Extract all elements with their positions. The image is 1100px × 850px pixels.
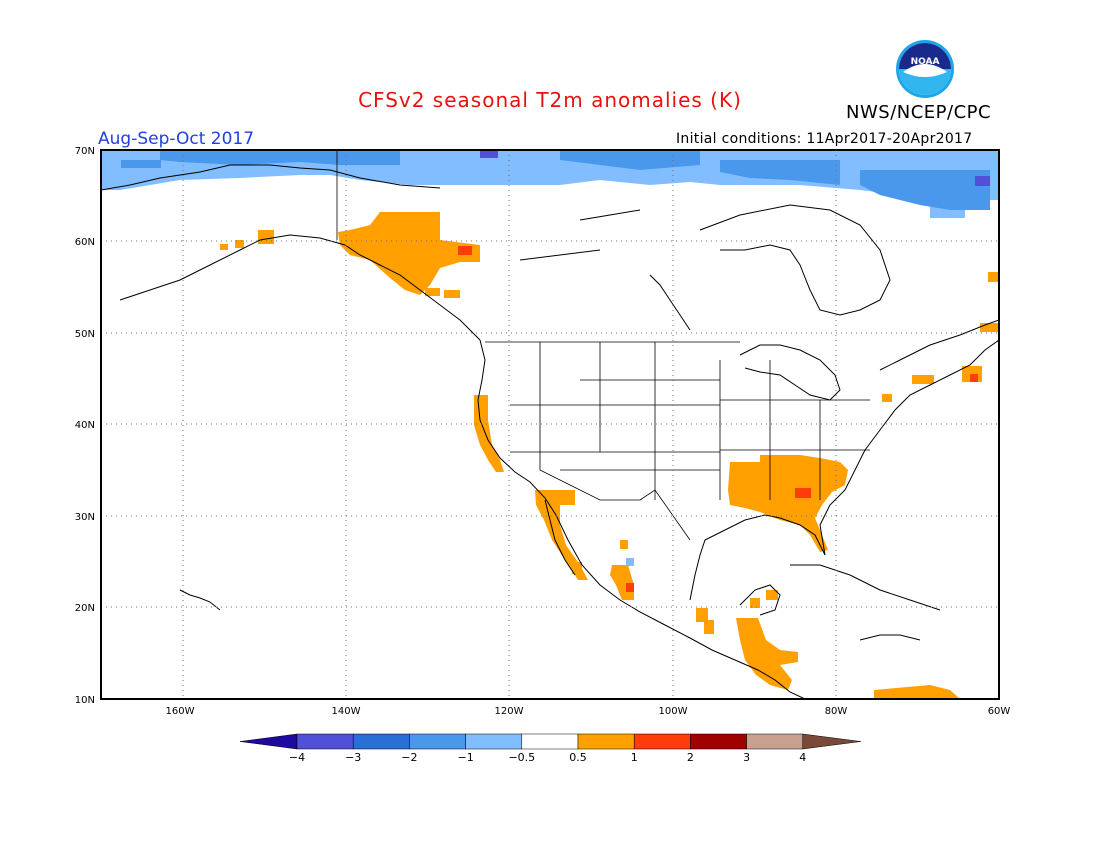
initial-conditions-label: Initial conditions: 11Apr2017-20Apr2017 [676, 131, 973, 147]
warm-anomaly-alaska-bc [220, 212, 480, 298]
lon-tick-label: 100W [659, 706, 688, 717]
colorbar-swatch [465, 733, 523, 750]
colorbar-label: −3 [345, 751, 361, 764]
colorbar-swatch [577, 733, 635, 750]
lon-tick-label: 120W [495, 706, 524, 717]
colorbar-swatch [690, 733, 747, 750]
noaa-logo-text: NOAA [911, 57, 940, 67]
lat-tick-label: 20N [75, 603, 95, 614]
colorbar-label: 3 [743, 751, 750, 764]
warm-anomaly-west-mexico [610, 540, 634, 600]
colorbar-label: −0.5 [508, 751, 535, 764]
colorbar-label: 2 [687, 751, 694, 764]
colorbar-label: 1 [631, 751, 638, 764]
warm-anomaly-california [474, 395, 504, 472]
lon-tick-label: 160W [166, 706, 195, 717]
noaa-logo: NOAA [896, 40, 954, 98]
colorbar-swatch [409, 733, 466, 750]
warm-anomaly-baja [535, 490, 588, 580]
colorbar-swatch [633, 733, 691, 750]
season-label: Aug-Sep-Oct 2017 [98, 129, 255, 149]
map-field [101, 150, 999, 699]
colorbar-swatch [352, 733, 410, 750]
cold-anomaly-arctic [101, 150, 999, 218]
lat-tick-label: 50N [75, 329, 95, 340]
lon-tick-label: 80W [825, 706, 848, 717]
lat-tick-label: 40N [75, 420, 95, 431]
warm-anomaly-northeast [882, 272, 999, 402]
lat-tick-label: 70N [75, 146, 95, 157]
colorbar: −4 −3 −2 −1 −0.5 0.5 1 2 3 4 [239, 733, 861, 764]
colorbar-label: −4 [289, 751, 305, 764]
colorbar-swatch [521, 733, 579, 750]
lat-tick-label: 60N [75, 237, 95, 248]
colorbar-swatch [746, 733, 804, 750]
warm-anomaly-southeast-us [728, 455, 848, 552]
colorbar-swatch [296, 733, 354, 750]
colorbar-max-arrow [802, 733, 861, 750]
lon-tick-label: 140W [332, 706, 361, 717]
lat-tick-label: 30N [75, 512, 95, 523]
organization-label: NWS/NCEP/CPC [846, 102, 992, 123]
map-title: CFSv2 seasonal T2m anomalies (K) [358, 88, 742, 112]
map-frame [100, 149, 1000, 700]
warm-anomaly-central-america [696, 590, 960, 699]
colorbar-label: −2 [401, 751, 417, 764]
coastlines [101, 164, 999, 699]
colorbar-label: 0.5 [569, 751, 587, 764]
political-borders [336, 150, 870, 541]
colorbar-label: 4 [799, 751, 806, 764]
latitude-axis: 70N 60N 50N 40N 30N 20N 10N [75, 146, 95, 706]
lat-tick-label: 10N [75, 695, 95, 706]
graticule [101, 150, 999, 699]
colorbar-min-arrow [239, 733, 298, 750]
colorbar-label: −1 [457, 751, 473, 764]
lon-tick-label: 60W [988, 706, 1011, 717]
longitude-axis: 160W 140W 120W 100W 80W 60W [166, 706, 1011, 717]
